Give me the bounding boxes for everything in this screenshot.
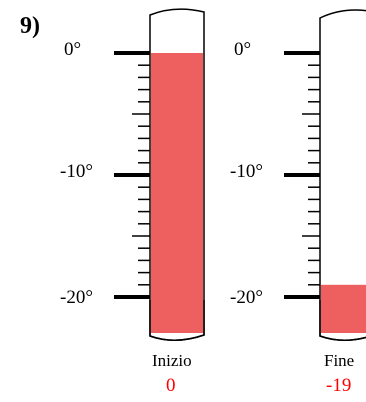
label-minus10-fine: -10° <box>230 161 263 182</box>
label-0-fine: 0° <box>234 39 252 60</box>
question-number: 9) <box>20 13 40 39</box>
liquid-column-inizio <box>151 53 203 333</box>
minor-ticks-inizio <box>132 64 150 286</box>
thermometer-bottom-inizio <box>149 300 205 341</box>
caption-fine: Fine <box>324 351 355 370</box>
thermometer-fine <box>284 9 366 341</box>
thermometer-inizio <box>114 8 205 341</box>
liquid-column-fine <box>321 284 366 333</box>
value-fine: -19 <box>326 375 352 396</box>
thermometer-bottom-fine <box>319 300 366 341</box>
label-minus20-inizio: -20° <box>60 287 93 308</box>
label-minus20-fine: -20° <box>230 287 263 308</box>
label-0-inizio: 0° <box>64 39 82 60</box>
label-minus10-inizio: -10° <box>60 161 93 182</box>
minor-ticks-fine <box>302 64 320 286</box>
value-inizio: 0 <box>166 375 176 396</box>
caption-inizio: Inizio <box>152 351 192 370</box>
